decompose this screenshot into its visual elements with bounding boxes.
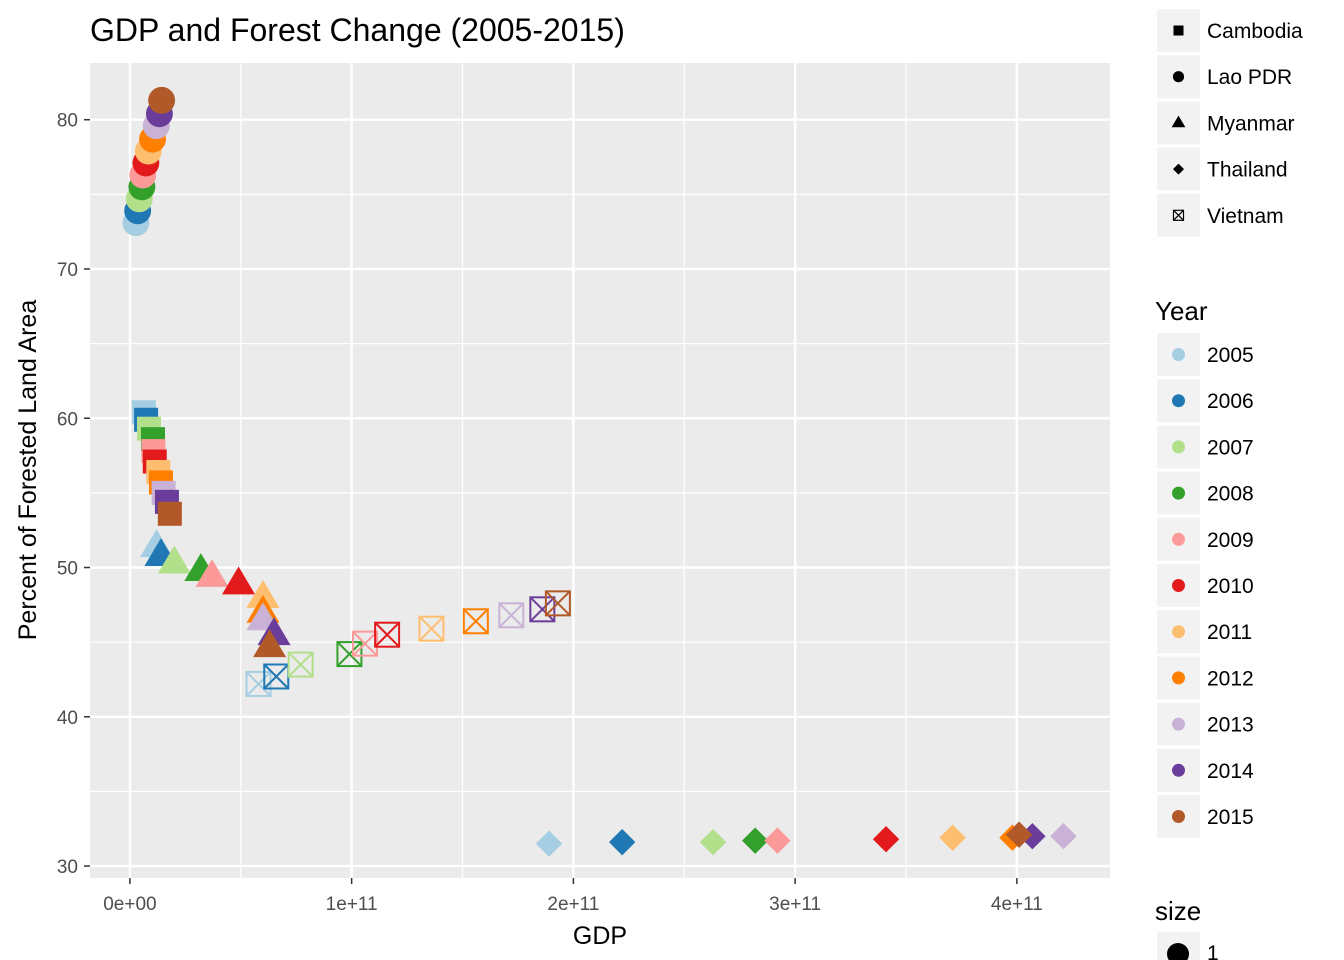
x-tick-label: 0e+00 (103, 894, 156, 915)
y-tick-label: 80 (57, 111, 78, 132)
legend-label-year: 2011 (1207, 621, 1252, 644)
data-point-vietnam-2013 (498, 602, 525, 629)
legend-symbol-cambodia (1173, 25, 1184, 36)
data-point-lao-pdr-2015 (148, 86, 176, 114)
legend-swatch-2011 (1172, 625, 1185, 639)
data-point-thailand-2008 (742, 827, 769, 854)
data-point-thailand-2013 (1050, 823, 1077, 850)
plot-panel (90, 63, 1110, 878)
data-point-thailand-2006 (608, 828, 636, 856)
legend-swatch-2014 (1172, 763, 1185, 777)
legend-label-year: 2007 (1207, 436, 1254, 459)
data-point-myanmar-2010 (222, 566, 256, 595)
legend-swatch-2012 (1172, 671, 1185, 685)
x-axis-title: GDP (573, 922, 627, 950)
legend-swatch-2005 (1172, 348, 1185, 361)
legend-label-year: 2013 (1207, 714, 1254, 737)
data-point-thailand-2014 (1019, 823, 1046, 850)
data-point-vietnam-2005 (245, 670, 272, 697)
chart-title: GDP and Forest Change (2005-2015) (90, 12, 625, 48)
data-point-vietnam-2014 (529, 596, 556, 623)
data-point-vietnam-2008 (336, 641, 363, 668)
y-tick-label: 70 (57, 260, 78, 281)
legend-swatch-2010 (1172, 579, 1185, 592)
legend-swatch-2009 (1172, 532, 1185, 546)
data-point-vietnam-2010 (374, 621, 401, 648)
legend-swatch-2008 (1172, 486, 1185, 500)
country-shape-legend: Cambodia Lao PDR Myanmar Thailand Vietnam (1157, 9, 1303, 237)
legend-label-country: Vietnam (1207, 205, 1284, 228)
y-tick-label: 50 (57, 559, 78, 580)
legend-label-year: 2008 (1207, 483, 1254, 506)
x-tick-label: 3e+11 (769, 894, 821, 915)
legend-label-country: Thailand (1207, 159, 1288, 182)
x-tick-label: 4e+11 (991, 894, 1043, 915)
data-point-thailand-2007 (699, 828, 727, 856)
legend-label-year: 2006 (1207, 390, 1254, 413)
data-point-myanmar-2015 (253, 629, 287, 658)
size-legend-label: 1 (1207, 942, 1219, 960)
legend-swatch-2006 (1172, 394, 1185, 408)
legend-label-year: 2015 (1207, 806, 1254, 829)
legend-label-year: 2009 (1207, 529, 1254, 552)
data-point-vietnam-2007 (287, 651, 314, 678)
legend-label-year: 2010 (1207, 575, 1254, 598)
legend-swatch-2013 (1172, 717, 1185, 731)
legend-label-year: 2012 (1207, 667, 1254, 690)
legend-label-country: Cambodia (1207, 20, 1303, 43)
data-point-thailand-2009 (764, 827, 791, 854)
year-legend-title: Year (1155, 296, 1208, 326)
legend-symbol-lao-pdr (1172, 71, 1185, 83)
x-tick-label: 2e+11 (547, 894, 599, 915)
legend-label-country: Lao PDR (1207, 66, 1292, 89)
legend-symbol-thailand (1173, 163, 1184, 175)
data-point-myanmar-2009 (195, 559, 229, 587)
data-point-myanmar-2007 (157, 545, 191, 574)
data-point-myanmar-2011 (246, 579, 280, 608)
legend-label-country: Myanmar (1207, 112, 1295, 135)
year-color-legend: 2005 2006 2007 2008 2009 2010 2011 2012 2013 2014… (1157, 333, 1254, 838)
y-tick-label: 30 (57, 857, 78, 878)
data-point-thailand-2011 (939, 824, 966, 851)
data-point-vietnam-2011 (418, 615, 445, 642)
y-axis-title: Percent of Forested Land Area (14, 300, 42, 641)
legend-label-year: 2014 (1207, 760, 1254, 783)
legend-symbol-vietnam (1172, 209, 1185, 221)
y-axis-ticks: 30 40 50 60 70 80 (57, 111, 90, 878)
data-point-vietnam-2012 (462, 608, 489, 635)
size-legend-title: size (1155, 896, 1201, 926)
legend-swatch-2015 (1172, 810, 1185, 823)
data-point-vietnam-2015 (544, 590, 571, 617)
legend-label-year: 2005 (1207, 344, 1254, 367)
data-point-thailand-2005 (535, 830, 563, 857)
data-point-thailand-2015 (1005, 821, 1033, 848)
y-tick-label: 40 (57, 708, 78, 729)
y-tick-label: 60 (57, 409, 78, 430)
data-point-cambodia-2015 (157, 501, 182, 526)
size-legend-circle (1167, 943, 1189, 960)
data-points (122, 86, 1077, 857)
legend-symbol-myanmar (1171, 115, 1186, 128)
data-point-thailand-2010 (872, 825, 900, 853)
x-tick-label: 1e+11 (326, 894, 378, 915)
x-axis-ticks: 0e+00 1e+11 2e+11 3e+11 4e+11 (103, 878, 1043, 915)
legend-swatch-2007 (1172, 440, 1185, 454)
